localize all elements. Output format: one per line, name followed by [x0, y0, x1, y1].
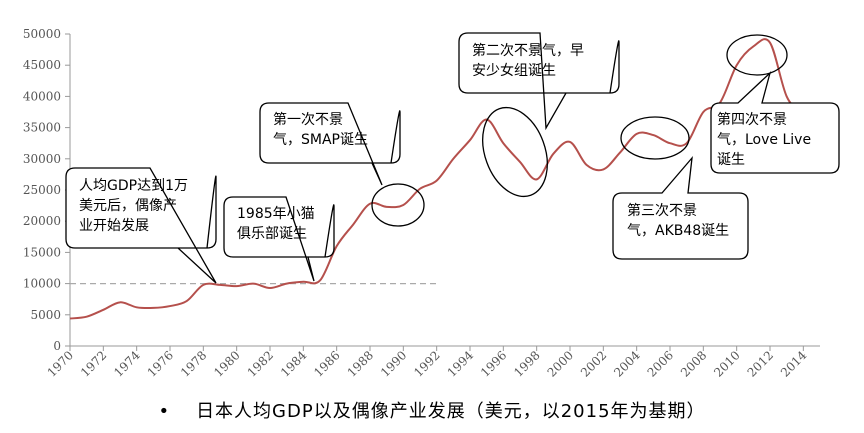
- x-tick-label: 1982: [245, 348, 276, 379]
- x-tick-label: 2002: [578, 348, 609, 379]
- callouts: 人均GDP达到1万美元后，偶像产业开始发展1985年小猫俱乐部诞生第一次不景气，…: [65, 32, 840, 284]
- ellipse-2012: [726, 34, 788, 76]
- x-tick-label: 1976: [145, 348, 176, 379]
- callout-line: 人均GDP达到1万: [79, 178, 188, 194]
- gdp-series-line: [69, 38, 821, 320]
- callout-box: [223, 196, 335, 282]
- y-tick-label: 50000: [23, 27, 61, 41]
- x-tick-label: 1988: [345, 348, 376, 379]
- y-tick-label: 35000: [23, 121, 61, 135]
- y-tick-label: 25000: [23, 183, 61, 197]
- callout-line: 第三次不景: [627, 202, 697, 219]
- ellipse-1996: [482, 106, 548, 198]
- chart: 0 5000 10000 15000 20000 25000 30000 35000 40000…: [23, 27, 840, 380]
- y-tick-label: 5000: [30, 308, 61, 322]
- chart-caption: • 日本人均GDP以及偶像产业发展（美元，以2015年为基期）: [0, 397, 864, 423]
- y-tick-label: 10000: [23, 277, 61, 291]
- callout-line: 俱乐部诞生: [237, 226, 307, 242]
- callout-line: 第四次不景: [717, 111, 787, 128]
- callout-line: 美元后，偶像产: [79, 198, 177, 214]
- x-tick-label: 2008: [678, 348, 709, 379]
- y-tick-label: 0: [53, 339, 61, 353]
- x-tick-label: 1994: [445, 348, 477, 380]
- ellipse-2005: [620, 116, 690, 160]
- x-tick-label: 2014: [778, 348, 810, 380]
- x-tick-label: 1984: [278, 348, 310, 380]
- y-tick-label: 30000: [23, 152, 61, 166]
- x-tick-label: 2006: [645, 348, 676, 379]
- callout-line: 业开始发展: [79, 218, 149, 234]
- callout-line: 安少女组诞生: [472, 62, 556, 79]
- callout-line: 气，AKB48诞生: [627, 223, 729, 239]
- x-tick-label: 1978: [178, 348, 209, 379]
- x-tick-label: 1974: [111, 348, 143, 380]
- y-tick-label: 15000: [23, 245, 61, 259]
- callout-box: [710, 70, 840, 174]
- callout-box: [259, 102, 401, 186]
- callout-box: [612, 155, 749, 260]
- x-tick-label: 1992: [411, 348, 442, 379]
- y-tick-label: 40000: [23, 89, 61, 103]
- callout-line: 1985年小猫: [237, 206, 315, 222]
- y-tick-label: 45000: [23, 58, 61, 72]
- series-group: [69, 38, 821, 320]
- x-tick-label: 2010: [711, 348, 742, 379]
- callout-line: 气，SMAP诞生: [273, 132, 368, 148]
- caption-text: 日本人均GDP以及偶像产业发展（美元，以2015年为基期）: [196, 401, 706, 422]
- x-tick-label: 1998: [511, 348, 542, 379]
- ellipse-1988: [371, 183, 425, 227]
- x-tick-label: 2004: [611, 348, 643, 380]
- x-tick-label: 1990: [378, 348, 409, 379]
- x-tick-label: 1970: [45, 348, 76, 379]
- x-tick-label: 2012: [745, 348, 776, 379]
- callout-line: 第一次不景: [273, 111, 343, 128]
- callout-line: 诞生: [717, 152, 745, 168]
- y-tick-label: 20000: [23, 214, 61, 228]
- highlight-ellipses: [371, 34, 788, 227]
- callout-line: 第二次不景气，早: [472, 42, 584, 59]
- x-tick-label: 1972: [78, 348, 109, 379]
- caption-bullet: •: [158, 401, 171, 422]
- x-tick-label: 1996: [478, 348, 509, 379]
- x-tick-label: 2000: [545, 348, 576, 379]
- x-tick-label: 1980: [211, 348, 242, 379]
- x-tick-label: 1986: [311, 348, 342, 379]
- callout-box: [458, 32, 620, 131]
- callout-box: [65, 167, 217, 284]
- callout-line: 气，Love Live: [717, 132, 811, 148]
